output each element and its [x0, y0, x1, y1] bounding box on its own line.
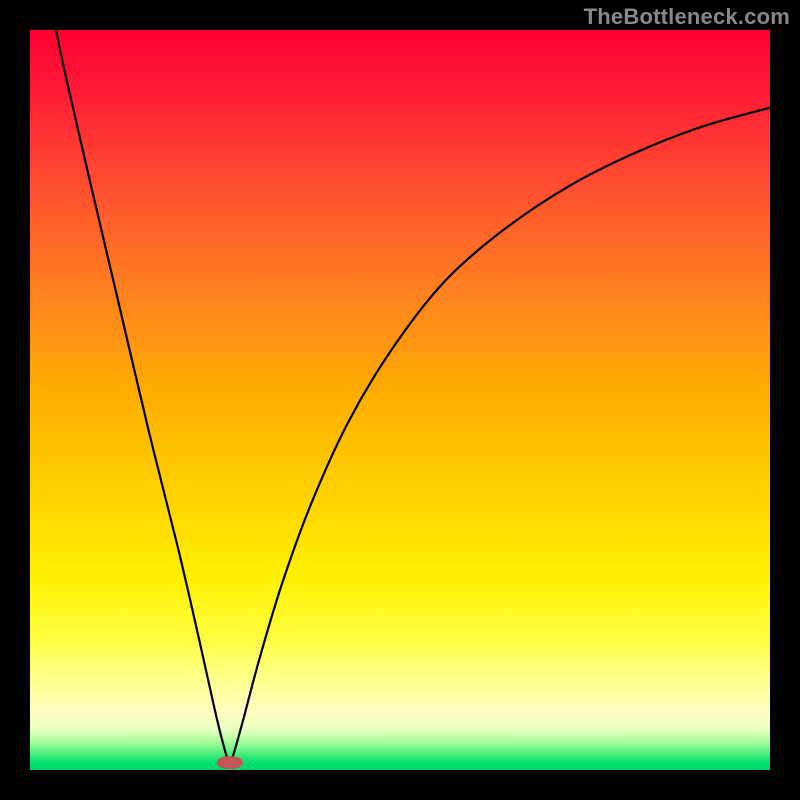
chart-container: TheBottleneck.com: [0, 0, 800, 800]
watermark-label: TheBottleneck.com: [584, 4, 790, 30]
bottleneck-chart: [0, 0, 800, 800]
optimal-point-marker: [216, 756, 243, 769]
